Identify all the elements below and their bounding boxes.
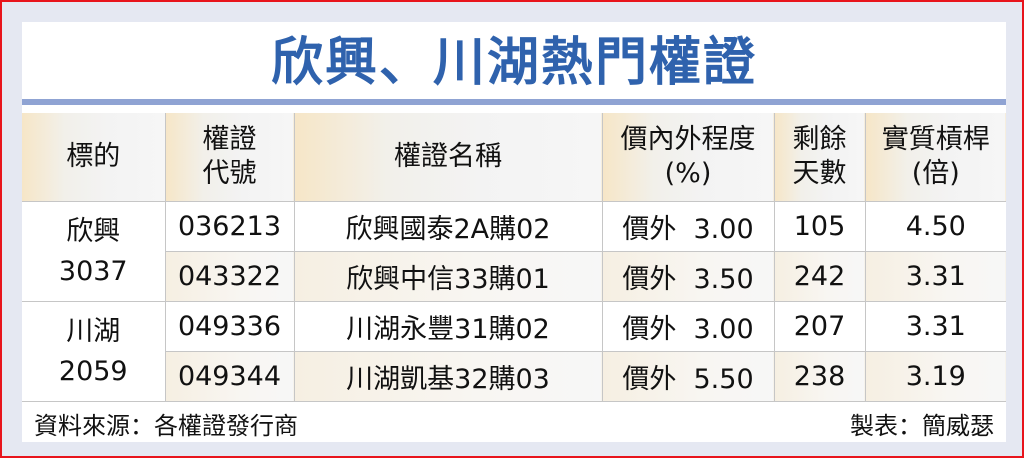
moneyness: 價外 3.00 xyxy=(601,201,775,252)
warrant-code: 043322 xyxy=(165,251,295,302)
moneyness: 價外 3.00 xyxy=(601,301,775,352)
table-row: 049344 川湖凱基32購03 價外 5.50 238 3.19 xyxy=(22,351,1006,402)
warrant-table: 標的 權證 代號 權證名稱 價內外程度 (%) 剩餘 天數 實質槓桿 (倍) 欣… xyxy=(22,113,1006,402)
page-title: 欣興、川湖熱門權證 xyxy=(270,33,757,93)
warrant-name: 欣興中信33購01 xyxy=(293,251,603,302)
leverage: 4.50 xyxy=(864,201,1006,252)
warrant-name: 欣興國泰2A購02 xyxy=(293,201,603,252)
table-row: 043322 欣興中信33購01 價外 3.50 242 3.31 xyxy=(22,251,1006,302)
header-warrant-code: 權證 代號 xyxy=(164,113,295,202)
warrant-name: 川湖永豐31購02 xyxy=(293,301,603,352)
leverage: 3.31 xyxy=(864,301,1006,352)
days: 105 xyxy=(773,201,866,252)
header-leverage: 實質槓桿 (倍) xyxy=(864,113,1006,202)
header-days: 剩餘 天數 xyxy=(773,113,866,202)
days: 207 xyxy=(773,301,866,352)
header-stock: 標的 xyxy=(22,113,166,202)
days: 242 xyxy=(773,251,866,302)
moneyness: 價外 3.50 xyxy=(601,251,775,302)
maker-note: 製表：簡威瑟 xyxy=(850,412,994,440)
leverage: 3.31 xyxy=(864,251,1006,302)
moneyness: 價外 5.50 xyxy=(601,351,775,402)
source-note: 資料來源：各權證發行商 xyxy=(34,412,298,440)
infographic-panel: 欣興、川湖熱門權證 標的 權證 代號 權證名稱 價內外程度 (%) 剩餘 天數 … xyxy=(22,22,1006,442)
header-warrant-name: 權證名稱 xyxy=(293,113,603,202)
header-row: 標的 權證 代號 權證名稱 價內外程度 (%) 剩餘 天數 實質槓桿 (倍) xyxy=(22,113,1006,202)
stock-cell: 川湖 2059 xyxy=(22,301,166,402)
table-row: 欣興 3037 036213 欣興國泰2A購02 價外 3.00 105 4.50 xyxy=(22,201,1006,302)
warrant-code: 049344 xyxy=(165,351,295,402)
warrant-name: 川湖凱基32購03 xyxy=(293,351,603,402)
warrant-code: 036213 xyxy=(164,201,295,252)
warrant-code: 049336 xyxy=(164,301,295,352)
days: 238 xyxy=(773,351,866,402)
table-row: 川湖 2059 049336 川湖永豐31購02 價外 3.00 207 3.31 xyxy=(22,301,1006,402)
header-moneyness: 價內外程度 (%) xyxy=(601,113,775,202)
stock-cell: 欣興 3037 xyxy=(22,201,166,302)
title-rule xyxy=(22,99,1006,105)
leverage: 3.19 xyxy=(864,351,1006,402)
footer: 資料來源：各權證發行商 製表：簡威瑟 xyxy=(22,398,1006,442)
